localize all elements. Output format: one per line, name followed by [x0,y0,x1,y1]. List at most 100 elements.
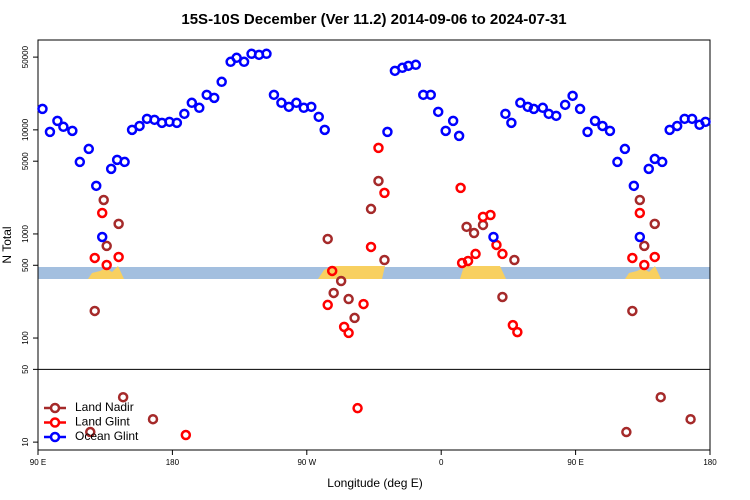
y-tick-label: 50 [21,364,30,373]
y-tick-label: 10000 [21,118,30,141]
point [291,97,302,109]
point [306,101,317,113]
point [147,413,159,425]
point [216,76,227,88]
point [461,221,472,233]
point [379,187,390,199]
legend-marker [49,431,61,443]
point [700,116,711,128]
land-shape [460,266,506,279]
point [528,103,540,115]
point [319,124,330,136]
point [373,142,384,154]
point [515,97,526,109]
point [231,52,242,64]
point [509,254,520,266]
point [410,59,422,71]
land-shape [88,266,124,279]
point [328,287,339,299]
point [313,111,324,123]
point [322,233,333,245]
point [485,209,496,221]
point [440,125,451,137]
x-axis-label: Longitude (deg E) [327,476,422,490]
point [83,143,95,155]
point [52,115,63,127]
point [619,143,631,155]
point [373,175,384,187]
land-strip [38,266,710,279]
point [627,252,638,264]
point [455,182,466,194]
point [379,254,390,266]
point [96,207,108,219]
point [685,413,696,425]
point [37,103,48,115]
point [604,125,616,137]
point [101,259,112,271]
point [268,89,280,101]
point [507,319,519,331]
legend-label: Land Glint [75,415,130,429]
point [276,97,287,109]
point [179,108,190,120]
point [512,326,523,338]
x-tick-label: 90 W [297,458,316,467]
point [649,218,660,230]
point [134,120,145,132]
point [89,252,100,264]
point [468,227,480,239]
point [655,391,666,403]
point [365,203,377,215]
plot-frame [37,39,711,451]
x-tick-label: 180 [166,458,180,467]
point [628,180,640,192]
point [537,102,548,114]
point [634,194,646,206]
y-tick-label: 10 [21,437,30,446]
legend-label: Land Nadir [75,400,134,414]
y-tick-label: 50000 [21,45,30,68]
point [497,291,508,303]
point [456,257,468,269]
point [671,120,683,132]
point [425,89,436,101]
point [261,48,272,60]
point [352,402,363,414]
point [656,156,668,168]
point [582,126,593,138]
point [119,156,130,168]
y-tick-label: 100 [21,331,30,345]
point [649,251,660,263]
y-tick-label: 1000 [21,224,30,242]
point [488,231,499,243]
point [634,231,646,243]
point [589,115,601,127]
point [335,275,347,287]
point [686,113,698,125]
y-tick-label: 5000 [21,152,30,170]
point [358,298,369,310]
point [462,255,474,267]
point [98,194,109,206]
point [432,106,444,118]
point [550,110,562,122]
point [74,156,86,168]
point [621,426,632,438]
land-shape [625,266,661,279]
point [639,240,650,252]
legend-marker [49,417,61,428]
point [343,293,354,305]
point [365,241,377,253]
legend-marker [49,402,61,414]
point [612,156,623,168]
point [500,108,511,120]
point [349,312,360,324]
point [113,251,124,263]
x-tick-label: 0 [439,458,444,467]
point [186,97,198,109]
point [639,259,650,271]
point [85,426,96,438]
point [597,120,608,132]
